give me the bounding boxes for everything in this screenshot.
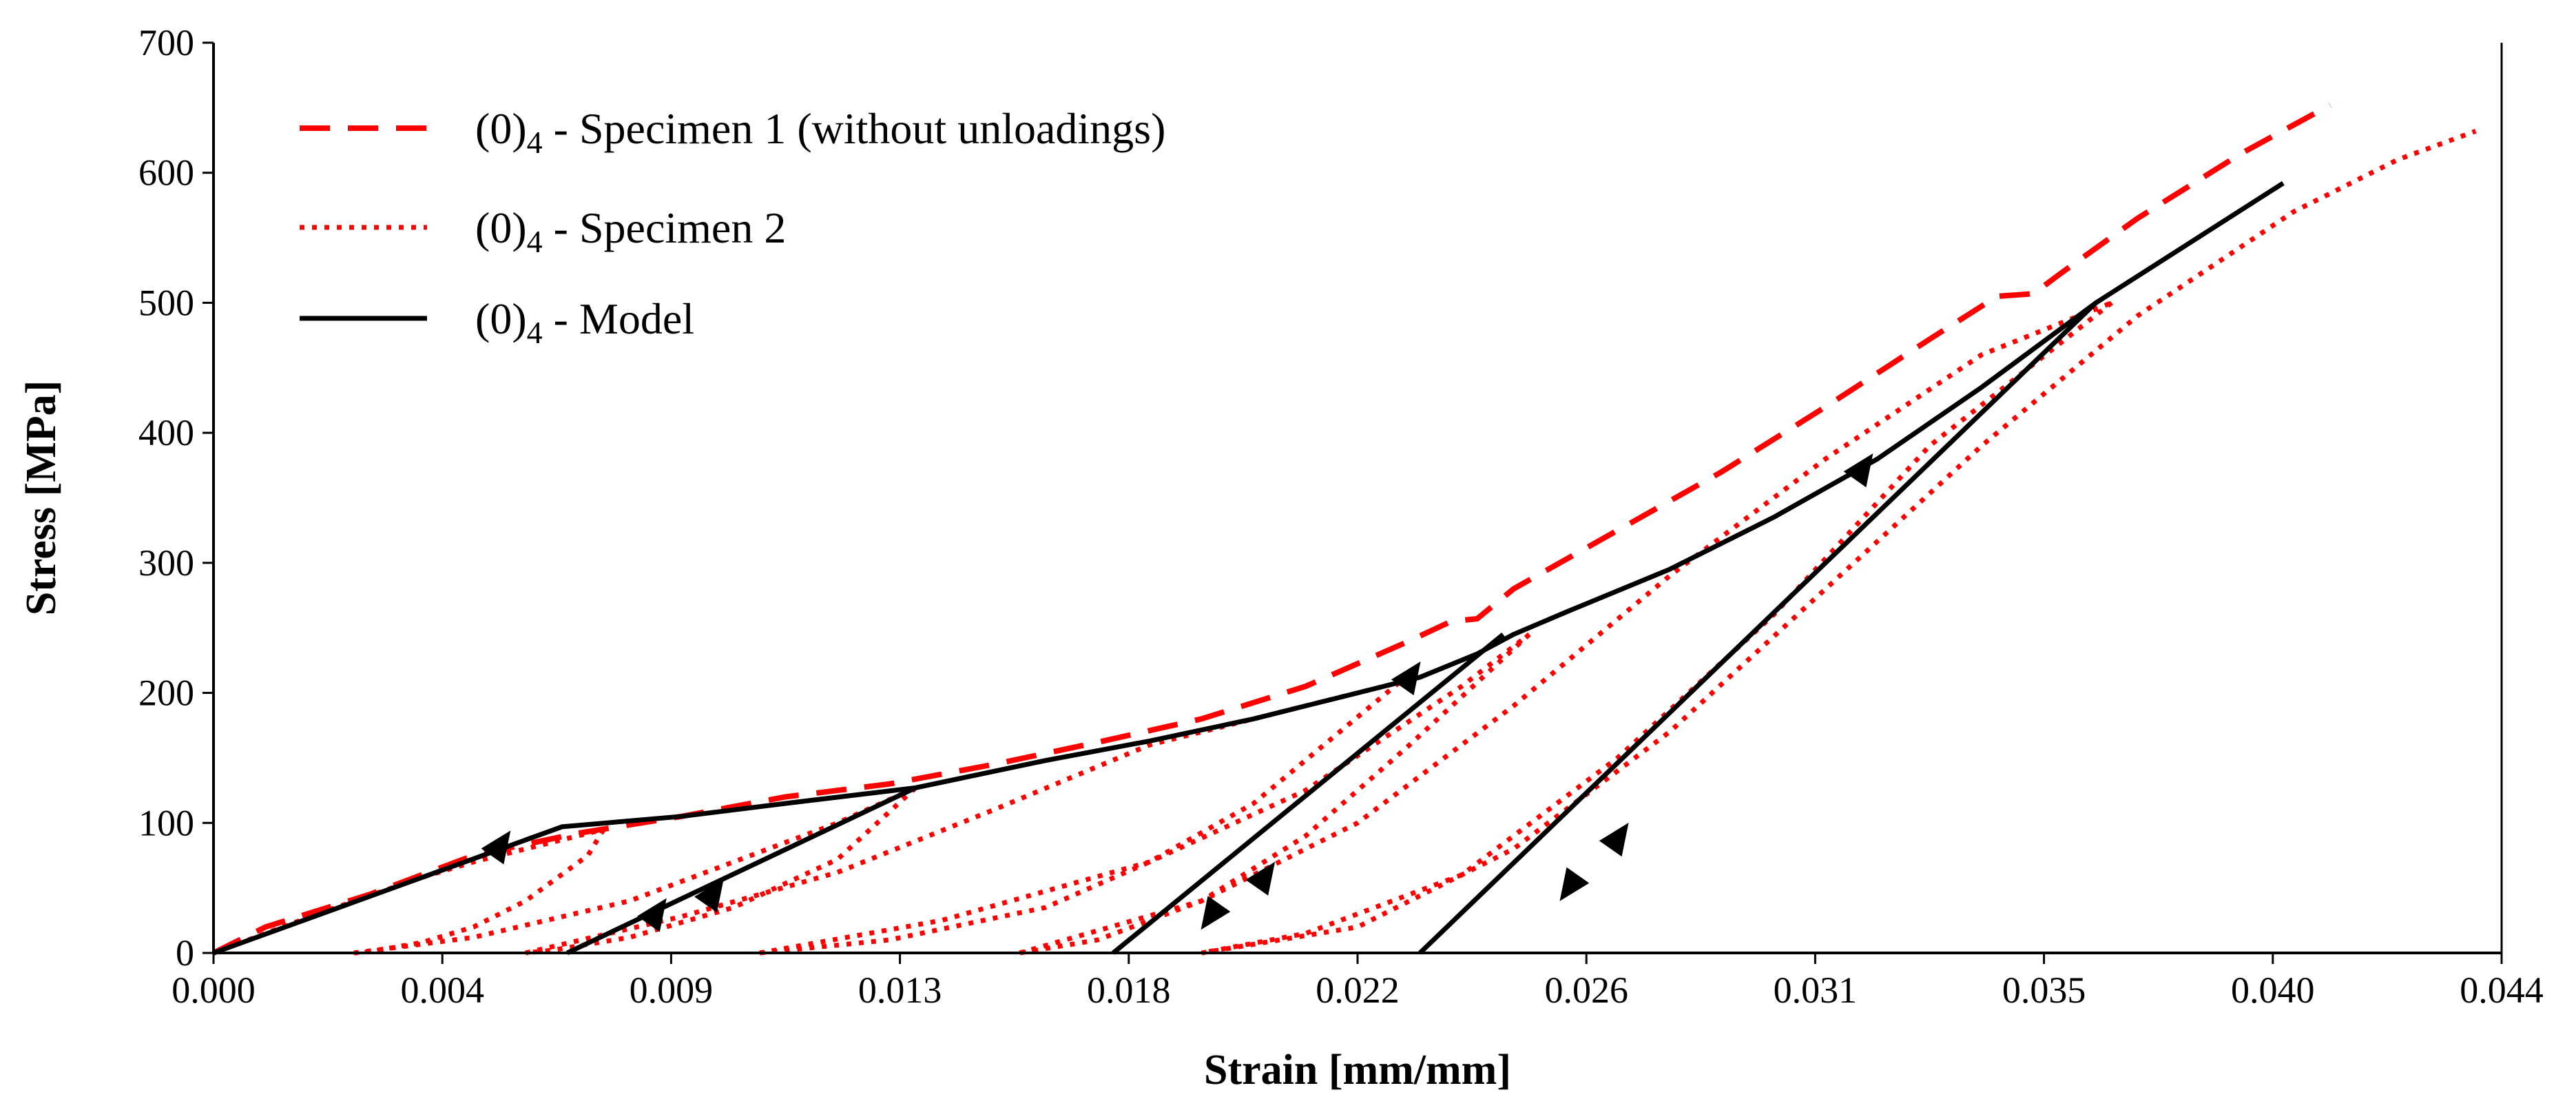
series-solid [212,181,2285,956]
y-tick-label: 200 [138,673,194,714]
series-line-dotted-7 [1019,633,1531,956]
y-axis-title: Stress [MPa] [18,380,65,615]
direction-arrow [481,830,511,865]
direction-arrow [1201,896,1231,930]
y-tick-label: 600 [138,152,194,194]
y-tick-label: 700 [138,22,194,63]
x-tick-label: 0.013 [858,969,942,1011]
y-tick-label: 300 [138,542,194,584]
x-tick-label: 0.040 [2231,969,2315,1011]
series-line-solid-1 [565,786,917,956]
direction-arrow [1599,822,1629,857]
y-tick-label: 0 [176,932,194,974]
x-tick-label: 0.035 [2002,969,2086,1011]
x-tick-label: 0.044 [2460,969,2544,1011]
series-line-dotted-8 [1019,300,2113,956]
x-tick-label: 0.031 [1774,969,1858,1011]
x-tick-label: 0.000 [172,969,256,1011]
series-line-dotted-9 [1201,300,2113,956]
direction-arrow [1559,867,1590,901]
y-tick-label: 100 [138,802,194,843]
series-line-solid-0 [212,181,2285,956]
y-tick-label: 500 [138,282,194,323]
legend-item: (0)4 - Model [300,294,694,350]
x-tick-label: 0.009 [630,969,714,1011]
series-line-dotted-3 [525,786,917,956]
direction-arrow [694,879,724,913]
series-line-solid-3 [1418,300,2098,955]
axes: 0.000 0.004 0.009 0.013 0.018 0.022 0.026 0.031… [138,22,2544,1011]
legend: (0)4 - Specimen 1 (without unloadings) (0… [300,104,1165,350]
y-tick-label: 400 [138,412,194,453]
legend-item: (0)4 - Specimen 2 [300,203,786,259]
series-line-dotted-0 [212,827,605,956]
series-line-solid-2 [1111,632,1505,955]
series-line-dotted-2 [353,786,917,956]
series-line-dotted-6 [759,632,1531,956]
x-axis-title: Strain [mm/mm] [1204,1047,1511,1094]
x-tick-label: 0.026 [1544,969,1628,1011]
direction-arrow [1245,861,1276,896]
legend-label: (0)4 - Specimen 1 (without unloadings) [475,104,1165,160]
direction-arrow [1843,453,1873,488]
legend-label: (0)4 - Model [475,294,694,350]
direction-arrow [637,898,667,932]
x-tick-label: 0.018 [1087,969,1171,1011]
x-tick-label: 0.022 [1316,969,1400,1011]
x-tick-label: 0.004 [400,969,484,1011]
series-line-dotted-10 [1201,129,2477,956]
direction-arrow [1391,661,1421,696]
plot-area [212,103,2477,956]
legend-item: (0)4 - Specimen 1 (without unloadings) [300,104,1165,160]
legend-label: (0)4 - Specimen 2 [475,203,786,259]
